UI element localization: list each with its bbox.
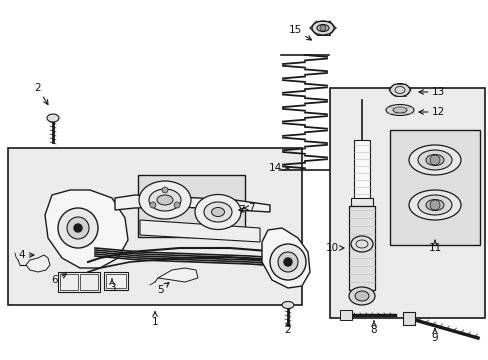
Bar [106, 274, 126, 288]
Ellipse shape [311, 21, 333, 35]
Ellipse shape [389, 84, 409, 96]
Ellipse shape [149, 189, 181, 211]
Bar [329, 88, 484, 318]
Circle shape [429, 155, 439, 165]
Circle shape [284, 258, 291, 266]
Circle shape [174, 202, 180, 208]
Bar [348, 206, 374, 290]
Ellipse shape [211, 207, 224, 216]
Polygon shape [262, 228, 309, 288]
Text: 2: 2 [35, 83, 48, 104]
Text: 13: 13 [418, 87, 445, 97]
Bar [339, 310, 351, 320]
Text: 1: 1 [151, 312, 158, 327]
Bar [58, 272, 100, 292]
Circle shape [67, 217, 89, 239]
Ellipse shape [47, 114, 59, 122]
Text: 8: 8 [370, 321, 377, 335]
Ellipse shape [282, 302, 293, 309]
Text: 4: 4 [19, 250, 34, 260]
Ellipse shape [425, 154, 443, 166]
Polygon shape [115, 195, 269, 212]
Bar [389, 130, 479, 245]
Bar [402, 312, 414, 325]
Circle shape [278, 252, 297, 272]
Bar [353, 140, 369, 200]
Bar [350, 198, 372, 206]
Text: 9: 9 [431, 329, 437, 343]
Circle shape [429, 200, 439, 210]
Circle shape [269, 244, 305, 280]
Bar [60, 274, 78, 290]
Ellipse shape [385, 104, 413, 116]
Ellipse shape [195, 194, 241, 230]
Ellipse shape [348, 287, 374, 305]
Ellipse shape [350, 236, 372, 252]
Text: 5: 5 [156, 283, 168, 295]
Text: 10: 10 [325, 243, 343, 253]
Text: 3: 3 [108, 279, 115, 293]
Bar [138, 175, 244, 237]
Text: 14: 14 [268, 163, 288, 173]
Polygon shape [26, 255, 50, 272]
Polygon shape [45, 190, 128, 268]
Circle shape [74, 224, 82, 232]
Ellipse shape [417, 150, 451, 170]
Ellipse shape [408, 190, 460, 220]
Ellipse shape [354, 291, 368, 301]
Circle shape [319, 25, 325, 31]
Ellipse shape [408, 145, 460, 175]
Text: 7: 7 [243, 203, 254, 213]
Bar [104, 272, 128, 290]
Bar [80, 274, 98, 290]
Polygon shape [158, 268, 198, 282]
Ellipse shape [203, 202, 231, 222]
Text: 11: 11 [427, 240, 441, 253]
Circle shape [149, 202, 156, 208]
Text: 2: 2 [284, 321, 291, 335]
Ellipse shape [425, 199, 443, 211]
Text: 6: 6 [52, 274, 66, 285]
Ellipse shape [157, 195, 173, 205]
Text: 12: 12 [418, 107, 445, 117]
Circle shape [162, 187, 168, 193]
Polygon shape [140, 220, 260, 242]
Text: 7: 7 [238, 205, 244, 215]
Text: 15: 15 [288, 25, 311, 40]
Bar [8, 148, 302, 305]
Ellipse shape [316, 24, 328, 31]
Circle shape [58, 208, 98, 248]
Ellipse shape [417, 195, 451, 215]
Ellipse shape [139, 181, 191, 219]
Ellipse shape [392, 107, 406, 113]
